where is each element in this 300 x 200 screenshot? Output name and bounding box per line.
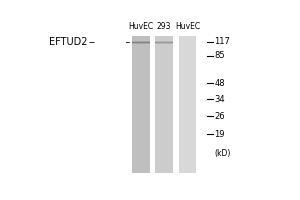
Text: EFTUD2: EFTUD2 [49, 37, 88, 47]
Bar [132, 42, 150, 43]
Bar [155, 41, 173, 42]
Text: HuvEC: HuvEC [128, 22, 154, 31]
Bar [132, 36, 150, 173]
Bar [155, 42, 173, 43]
Text: 48: 48 [214, 79, 225, 88]
Text: 293: 293 [157, 22, 172, 31]
Text: 34: 34 [214, 95, 225, 104]
Bar [132, 43, 150, 44]
Bar [132, 41, 150, 42]
Text: 26: 26 [214, 112, 225, 121]
Text: 19: 19 [214, 130, 225, 139]
Bar [155, 43, 173, 44]
Text: HuvEC: HuvEC [175, 22, 200, 31]
Bar [155, 36, 173, 173]
Text: (kD): (kD) [214, 149, 231, 158]
Bar [179, 36, 196, 173]
Text: 117: 117 [214, 37, 230, 46]
Text: 85: 85 [214, 51, 225, 60]
Text: --: -- [89, 37, 96, 47]
